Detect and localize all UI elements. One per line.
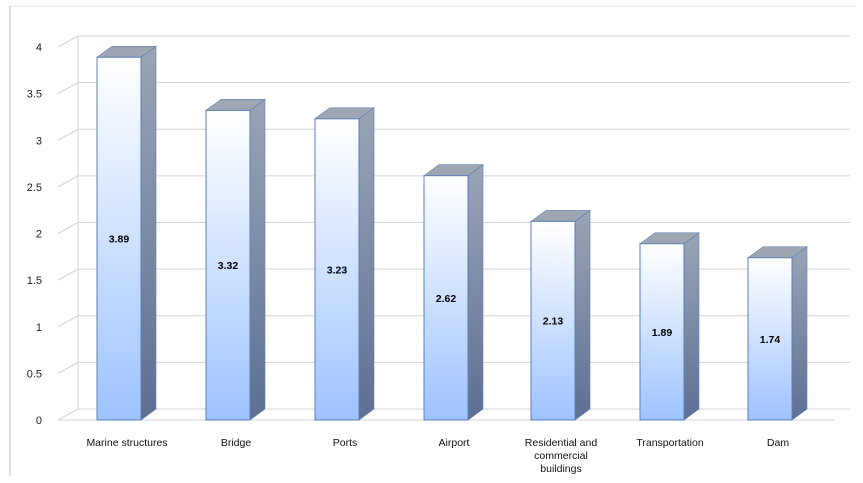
gridline-diag: [57, 175, 79, 188]
y-tick-label: 3: [36, 135, 42, 147]
bar-group: 2.13: [530, 209, 591, 421]
data-label: 1.74: [760, 334, 781, 346]
bar: [423, 175, 469, 421]
x-category-label: Transportation: [636, 437, 703, 449]
y-tick-label: 3.5: [27, 89, 42, 101]
x-category-label-line: Residential and: [525, 437, 598, 449]
bar: [747, 257, 793, 421]
y-tick-label: 2: [36, 229, 42, 241]
y-tick-label: 1: [36, 322, 42, 334]
bar-group: 3.89: [96, 45, 157, 421]
bar-side: [574, 209, 591, 421]
x-category-label-line: Bridge: [221, 437, 252, 449]
x-category-label: Dam: [767, 437, 789, 449]
x-category-label: Bridge: [221, 437, 252, 449]
x-category-label-line: Ports: [333, 437, 358, 449]
data-label: 2.13: [543, 316, 564, 328]
bar-group: 3.23: [314, 107, 375, 421]
bar-group: 1.89: [639, 232, 700, 421]
x-category-label-line: buildings: [540, 463, 581, 475]
data-label: 1.89: [652, 327, 673, 339]
x-category-label: Airport: [439, 437, 470, 449]
bar-side: [140, 45, 157, 421]
y-tick-label: 2.5: [27, 182, 42, 194]
x-category-label: Marine structures: [86, 437, 167, 449]
bar-group: 3.32: [205, 98, 266, 421]
y-tick-label: 4: [36, 42, 42, 54]
x-category-label-line: commercial: [534, 450, 588, 462]
data-label: 3.89: [109, 234, 130, 246]
data-label: 3.32: [218, 260, 239, 272]
bar-side: [791, 246, 808, 421]
gridline-diag: [57, 82, 79, 95]
x-category-label-line: Dam: [767, 437, 789, 449]
bar-side: [358, 107, 375, 421]
x-category-label-line: Marine structures: [86, 437, 167, 449]
gridline-diag: [57, 361, 79, 374]
bar-side: [467, 164, 484, 421]
gridline-diag: [57, 128, 79, 141]
x-category-label-line: Transportation: [636, 437, 703, 449]
gridline-diag: [57, 35, 79, 48]
bar: [96, 56, 142, 421]
gridline-diag: [57, 408, 79, 421]
y-tick-label: 0: [36, 415, 42, 427]
gridline-diag: [57, 268, 79, 281]
x-category-label: Ports: [333, 437, 358, 449]
bar-group: 1.74: [747, 246, 808, 421]
bar-side: [683, 232, 700, 421]
data-label: 2.62: [436, 293, 457, 305]
bar: [639, 243, 685, 421]
data-label: 3.23: [327, 264, 348, 276]
bar: [530, 220, 576, 421]
y-tick-label: 0.5: [27, 368, 42, 380]
gridline-diag: [57, 315, 79, 328]
bar-group: 2.62: [423, 164, 484, 421]
bar-side: [249, 98, 266, 421]
bar: [314, 118, 360, 421]
bar: [205, 109, 251, 421]
y-tick-label: 1.5: [27, 275, 42, 287]
gridline-diag: [57, 222, 79, 234]
x-category-label: Residential and commercial buildings: [525, 437, 598, 475]
x-category-label-line: Airport: [439, 437, 470, 449]
